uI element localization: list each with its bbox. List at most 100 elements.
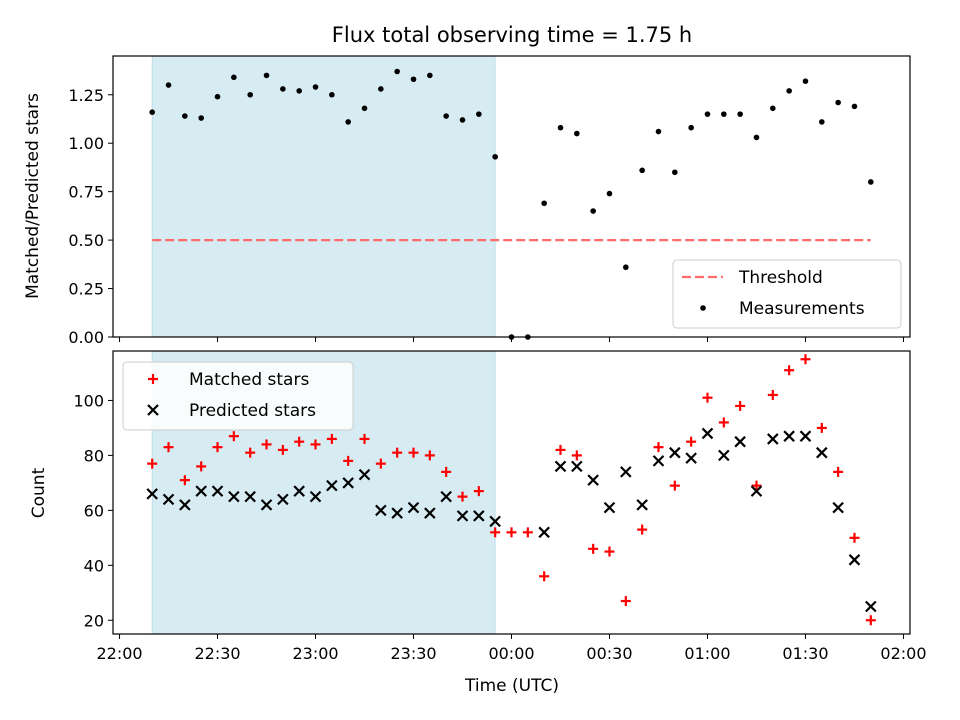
matched-stars-point [408, 447, 419, 458]
predicted-stars-point [162, 493, 175, 506]
measurement-point [459, 117, 466, 123]
predicted-stars-point [718, 449, 730, 462]
measurement-point [329, 91, 335, 98]
matched-stars-point [294, 436, 305, 447]
predicted-stars-point [456, 510, 469, 522]
count-panel: 20 40 60 80 100 22:00 22:30 23:00 23:30 00:00 00:3… [73, 350, 927, 663]
matched-stars-point [784, 365, 795, 376]
predicted-stars-point [440, 490, 452, 503]
matched-stars-point [522, 527, 533, 538]
measurement-point [704, 111, 711, 117]
matched-stars-point [245, 447, 256, 458]
predicted-stars-point [799, 430, 812, 442]
measurement-point [378, 86, 384, 92]
predicted-stars-point [391, 507, 403, 519]
top-y-axis-label: Matched/Predicted stars [23, 93, 43, 299]
measurement-point [868, 179, 874, 185]
y-tick-label: 100 [73, 391, 104, 410]
matched-stars-point [457, 491, 468, 502]
measurement-point [345, 119, 351, 125]
y-tick-label: 60 [84, 501, 104, 520]
measurement-point [427, 72, 433, 79]
predicted-stars-point [652, 455, 665, 467]
y-tick-label: 20 [84, 611, 104, 630]
matched-stars-point [326, 433, 337, 444]
matched-stars-point [343, 455, 354, 466]
measurement-point [182, 113, 188, 119]
predicted-stars-point [375, 504, 387, 517]
measurement-point [231, 74, 237, 81]
measurement-point [737, 111, 743, 117]
predicted-stars-point [783, 430, 795, 442]
matched-stars-point [506, 527, 517, 538]
measurement-point [672, 169, 678, 176]
predicted-stars-point [554, 460, 567, 473]
y-tick-label: 1.00 [68, 134, 104, 153]
predicted-stars-point [228, 490, 240, 503]
measurement-point [410, 76, 417, 83]
predicted-stars-point [309, 490, 322, 503]
predicted-stars-point [603, 501, 616, 514]
measurement-point [623, 264, 629, 271]
legend-label: Measurements [739, 299, 865, 319]
legend: Matched stars Predicted stars [122, 361, 354, 431]
predicted-stars-point [832, 501, 844, 514]
predicted-stars-point [587, 474, 599, 486]
predicted-stars-point [146, 488, 158, 500]
measurement-point [361, 105, 368, 112]
predicted-stars-point [342, 477, 354, 489]
ratio-panel: 0.00 0.25 0.50 0.75 1.00 1.25 Threshold Measure… [68, 55, 911, 347]
matched-stars-point [424, 450, 435, 461]
matched-stars-point [196, 461, 207, 472]
predicted-stars-point [571, 460, 583, 473]
legend-box [672, 259, 902, 329]
matched-stars-point [669, 480, 680, 491]
matched-stars-point [571, 450, 582, 461]
matched-stars-point [833, 466, 844, 477]
matched-stars-point [163, 442, 174, 453]
y-tick-label: 0.50 [68, 231, 104, 250]
measurement-point [721, 111, 727, 117]
predicted-stars-point [293, 485, 305, 497]
predicted-stars-point [734, 435, 746, 448]
measurement-point [802, 78, 809, 84]
predicted-stars-point [211, 485, 224, 497]
matched-stars-point [310, 439, 321, 450]
measurement-point [786, 88, 792, 94]
matched-stars-point [228, 431, 239, 442]
predicted-stars-point [865, 600, 877, 613]
matched-stars-point [147, 458, 158, 469]
measurement-point [590, 208, 596, 214]
matched-stars-point [539, 571, 550, 582]
measurement-point [280, 86, 286, 92]
matched-stars-point [637, 524, 648, 535]
measurement-point [165, 82, 172, 88]
predicted-stars-point [538, 526, 550, 539]
legend-label: Matched stars [189, 370, 309, 390]
matched-stars-point [620, 596, 631, 607]
predicted-stars-point [424, 507, 436, 519]
measurement-point [149, 109, 155, 115]
predicted-stars-point [767, 433, 779, 445]
matched-stars-point [375, 458, 386, 469]
legend-label: Threshold [738, 268, 823, 288]
predicted-stars-point [816, 446, 828, 459]
x-tick-label: 23:30 [390, 644, 436, 663]
matched-stars-point [718, 417, 729, 428]
predicted-stars-point [636, 499, 648, 511]
measurement-point [819, 119, 825, 125]
x-tick-label: 23:00 [292, 644, 338, 663]
matched-stars-point [604, 546, 615, 557]
x-axis-label: Time (UTC) [464, 676, 559, 696]
matched-stars-point [441, 466, 452, 477]
matched-stars-point [767, 389, 778, 400]
measurement-point [476, 111, 482, 117]
matched-stars-point [849, 532, 860, 543]
measurement-point [541, 200, 547, 207]
legend-measurement-swatch [700, 305, 706, 311]
predicted-stars-point [669, 446, 681, 459]
matched-stars-point [686, 436, 697, 447]
measurement-point [639, 167, 645, 174]
y-tick-label: 80 [84, 446, 104, 465]
